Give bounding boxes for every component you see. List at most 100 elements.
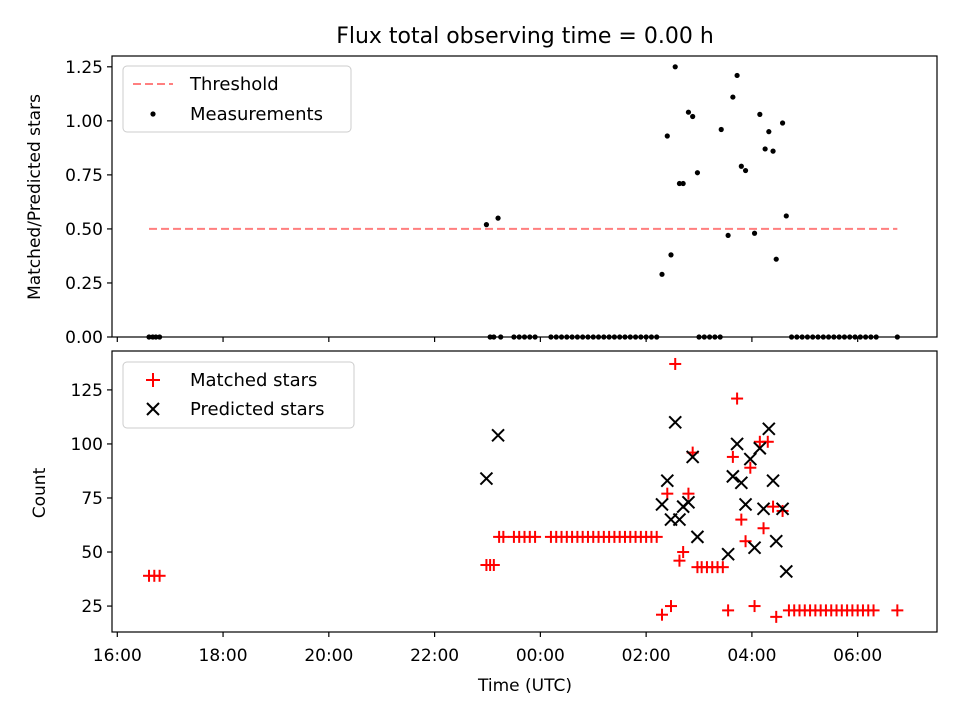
x-tick-label: 16:00 <box>93 646 142 666</box>
legend-matched-stars: Matched stars <box>190 370 317 391</box>
matched-stars-point <box>767 500 780 513</box>
matched-stars-point <box>891 604 904 617</box>
measurement-point <box>773 256 779 262</box>
matched-stars-point <box>529 530 542 543</box>
measurement-point <box>783 213 789 219</box>
measurement-point <box>751 230 758 236</box>
matched-stars-point <box>761 435 774 448</box>
predicted-stars-point <box>766 473 780 488</box>
matched-stars-point <box>487 558 500 571</box>
matched-stars-point <box>656 608 668 621</box>
measurement-point <box>730 94 736 100</box>
measurement-point <box>738 163 744 169</box>
bottom-panel-marks <box>143 357 904 623</box>
matched-stars-point <box>770 610 783 623</box>
measurement-point <box>734 72 740 79</box>
top-panel-frame <box>111 55 938 338</box>
predicted-stars-point <box>655 497 669 512</box>
predicted-stars-point <box>660 473 674 488</box>
predicted-stars-point <box>756 502 771 516</box>
predicted-stars-point <box>721 547 735 561</box>
matched-stars-point <box>739 535 752 548</box>
measurement-point <box>483 222 490 228</box>
bottom-panel-frame <box>111 350 938 633</box>
y-tick-label: 50 <box>81 543 103 563</box>
predicted-stars-point <box>726 469 740 484</box>
matched-stars-point <box>748 600 761 613</box>
measurement-point <box>495 215 501 221</box>
measurement-point <box>742 167 749 174</box>
matched-stars-point <box>735 513 748 526</box>
bottom-legend-frame <box>122 361 355 429</box>
top-panel-y-axis-label: Matched/Predicted stars <box>25 94 45 300</box>
measurement-point <box>762 146 768 152</box>
count-panel: 16:00 18:00 20:00 22:00 00:00 02:00 04:00 06:00… <box>30 350 938 696</box>
measurement-point <box>718 126 724 133</box>
matched-stars-point <box>669 357 682 370</box>
measurement-point <box>659 271 665 277</box>
predicted-stars-point <box>668 415 682 430</box>
matched-stars-point <box>664 600 677 613</box>
predicted-stars-point <box>681 495 696 510</box>
measurement-point <box>668 252 674 258</box>
matched-stars-point <box>650 530 663 543</box>
matched-stars-legend-swatch <box>146 373 160 387</box>
predicted-stars-point <box>775 502 790 516</box>
y-tick-label: 1.00 <box>65 112 103 132</box>
bottom-panel-x-ticks: 16:00 18:00 20:00 22:00 00:00 02:00 04:00 06:00 <box>93 632 882 666</box>
measurement-point <box>672 64 678 70</box>
matched-stars-point <box>744 461 757 474</box>
y-tick-label: 100 <box>71 435 103 455</box>
y-tick-label: 125 <box>71 381 103 401</box>
predicted-stars-point <box>747 540 762 555</box>
matched-stars-point <box>682 487 695 500</box>
predicted-stars-point <box>730 437 744 451</box>
predicted-stars-point <box>743 452 758 466</box>
predicted-stars-point <box>491 428 505 443</box>
measurement-point <box>685 109 692 115</box>
predicted-stars-point <box>762 422 776 436</box>
matched-stars-point <box>677 546 690 559</box>
top-legend-frame <box>122 65 352 133</box>
flux-ratio-panel: 0.00 0.25 0.50 0.75 1.00 1.25 Matched/Predict… <box>25 55 938 348</box>
y-tick-label: 1.25 <box>65 58 103 78</box>
y-tick-label: 0.50 <box>65 220 103 240</box>
matched-stars-point <box>673 554 686 567</box>
x-tick-label: 06:00 <box>833 646 882 666</box>
predicted-stars-point <box>690 530 705 544</box>
matched-stars-point <box>722 604 735 617</box>
x-tick-label: 04:00 <box>727 646 776 666</box>
chart-title: Flux total observing time = 0.00 h <box>336 24 714 49</box>
matched-stars-point <box>731 392 744 405</box>
matched-stars-point <box>757 522 770 535</box>
predicted-stars-point <box>734 476 749 490</box>
matched-stars-point <box>661 487 674 500</box>
top-panel-legend: Threshold Measurements <box>122 65 352 133</box>
matched-stars-point <box>726 450 739 463</box>
measurement-point <box>757 111 763 117</box>
measurement-point <box>694 170 701 176</box>
measurement-point <box>725 232 731 239</box>
measurement-point <box>676 180 683 187</box>
x-tick-label: 02:00 <box>622 646 671 666</box>
predicted-stars-legend-swatch <box>146 402 160 416</box>
legend-measurements: Measurements <box>190 104 323 125</box>
measurement-point <box>690 113 696 120</box>
predicted-stars-point <box>685 450 700 464</box>
measurement-point <box>680 180 686 187</box>
legend-predicted-stars: Predicted stars <box>190 399 324 420</box>
matched-stars-point <box>153 569 166 582</box>
predicted-stars-point <box>769 534 783 548</box>
measurements-legend-swatch <box>150 111 156 117</box>
x-tick-label: 00:00 <box>516 646 565 666</box>
measurement-point <box>664 133 670 139</box>
x-tick-label: 22:00 <box>410 646 459 666</box>
x-tick-label: 20:00 <box>304 646 353 666</box>
predicted-stars-point <box>672 512 687 527</box>
predicted-stars-point <box>738 497 753 512</box>
bottom-panel-legend: Matched stars Predicted stars <box>122 361 355 429</box>
matched-stars-point <box>716 561 729 574</box>
predicted-stars-point <box>779 564 793 579</box>
matched-stars-point <box>867 604 880 617</box>
